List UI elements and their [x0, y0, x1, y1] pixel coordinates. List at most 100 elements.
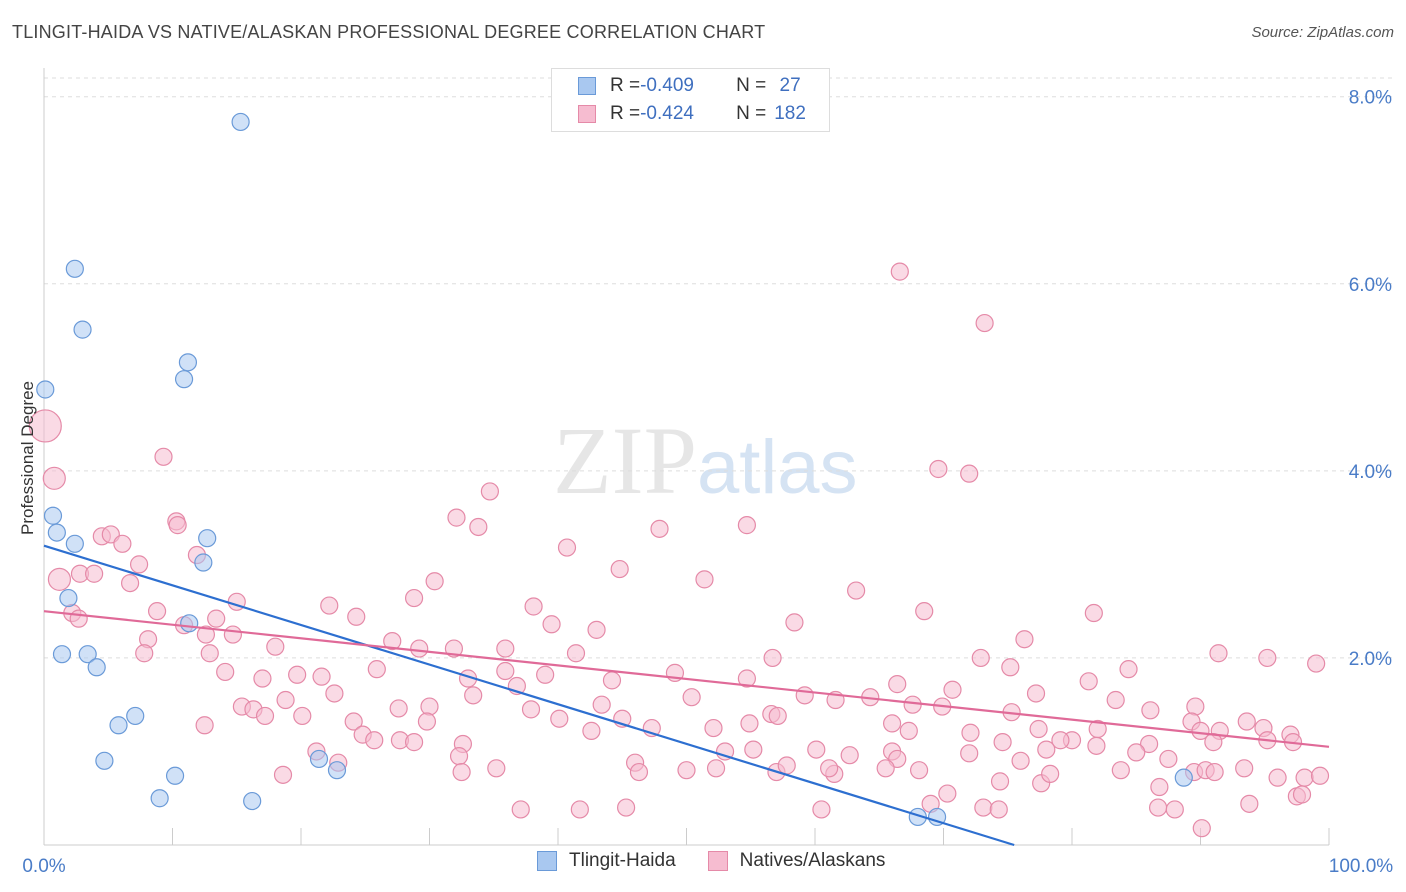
tlingit-haida-point: [198, 529, 217, 548]
legend-n-label: N =: [736, 103, 767, 124]
natives-alaskans-point: [961, 723, 980, 742]
natives-alaskans-point: [389, 699, 408, 718]
natives-alaskans-point: [715, 742, 735, 761]
natives-alaskans-point: [276, 690, 295, 710]
natives-alaskans-point: [820, 759, 839, 778]
tlingit-haida-point: [178, 353, 198, 372]
natives-alaskans-point: [882, 714, 902, 733]
tlingit-haida-point: [126, 706, 145, 726]
natives-alaskans-point: [993, 733, 1012, 752]
legend-swatch-natives-alaskans: [578, 105, 596, 123]
natives-alaskans-point: [410, 639, 429, 658]
natives-alaskans-point: [312, 667, 331, 686]
natives-alaskans-point: [740, 714, 759, 733]
bottom-legend-swatch-tlingit-haida: [537, 851, 557, 871]
natives-alaskans-point: [1186, 697, 1205, 716]
natives-alaskans-point: [737, 516, 756, 535]
natives-alaskans-point: [447, 508, 466, 527]
natives-alaskans-point: [273, 765, 293, 784]
tlingit-haida-point: [65, 534, 84, 553]
natives-alaskans-point: [444, 639, 464, 658]
natives-alaskans-point: [200, 644, 219, 663]
natives-alaskans-point: [524, 597, 543, 616]
tlingit-haida-point: [95, 751, 114, 770]
natives-alaskans-point: [1087, 736, 1106, 755]
natives-alaskans-point: [1292, 785, 1312, 804]
natives-alaskans-point: [1141, 701, 1160, 720]
tlingit-haida-point: [78, 645, 97, 664]
natives-alaskans-point: [1150, 777, 1169, 797]
tlingit-haida-point: [52, 645, 72, 664]
natives-alaskans-point: [566, 644, 586, 663]
natives-alaskans-point: [899, 721, 918, 740]
legend-swatch-tlingit-haida: [578, 77, 596, 95]
natives-alaskans-point: [915, 602, 934, 621]
natives-alaskans-point: [777, 756, 796, 775]
natives-alaskans-point: [990, 772, 1010, 791]
natives-alaskans-point: [706, 759, 726, 778]
natives-alaskans-point: [120, 573, 140, 593]
natives-alaskans-point: [1127, 743, 1146, 762]
natives-alaskans-point: [404, 588, 424, 608]
natives-alaskans-point: [325, 684, 344, 703]
bottom-legend-label-natives-alaskans: Natives/Alaskans: [739, 850, 886, 871]
legend-n-value: 27: [774, 75, 801, 96]
natives-alaskans-point: [785, 613, 804, 632]
natives-alaskans-point: [1106, 690, 1125, 710]
natives-alaskans-point: [320, 596, 339, 615]
legend-row-natives-alaskans: R = -0.424 N = 182: [552, 100, 806, 128]
legend-r-value: -0.424: [640, 103, 694, 124]
natives-alaskans-point: [42, 466, 66, 490]
legend-n-value: 182: [774, 103, 806, 124]
tlingit-haida-point: [47, 523, 66, 542]
natives-alaskans-point: [975, 313, 994, 333]
natives-alaskans-point: [452, 762, 471, 782]
natives-alaskans-point: [253, 669, 272, 688]
natives-alaskans-point: [847, 581, 866, 600]
tlingit-haida-point: [327, 761, 347, 780]
natives-alaskans-point: [28, 409, 62, 443]
natives-alaskans-point: [1295, 768, 1314, 787]
natives-alaskans-point: [496, 661, 515, 681]
natives-alaskans-point: [617, 798, 636, 817]
y-tick-label: 2.0%: [1349, 649, 1392, 670]
natives-alaskans-point: [610, 559, 629, 579]
natives-alaskans-point: [1026, 684, 1046, 703]
tlingit-haida-point: [59, 588, 78, 608]
natives-alaskans-point: [1011, 751, 1030, 770]
natives-alaskans-point: [1235, 759, 1254, 778]
bottom-legend-item-tlingit-haida: Tlingit-Haida: [537, 850, 676, 872]
natives-alaskans-point: [1084, 603, 1103, 623]
natives-alaskans-point: [1119, 660, 1138, 679]
legend-row-tlingit-haida: R = -0.409 N = 27: [552, 72, 801, 100]
bottom-legend: Tlingit-Haida Natives/Alaskans: [537, 850, 917, 872]
natives-alaskans-point: [807, 740, 826, 759]
tlingit-haida-point: [309, 749, 329, 769]
natives-alaskans-point: [550, 709, 569, 728]
x-tick-label: 100.0%: [1329, 856, 1394, 877]
natives-alaskans-point: [469, 517, 488, 537]
tlingit-haida-point: [180, 614, 199, 633]
natives-alaskans-point: [1051, 731, 1070, 750]
natives-alaskans-point: [629, 762, 649, 782]
natives-alaskans-point: [1209, 644, 1228, 663]
natives-alaskans-point: [85, 564, 104, 583]
natives-alaskans-point: [737, 669, 756, 688]
natives-alaskans-point: [425, 572, 444, 591]
chart-title: TLINGIT-HAIDA VS NATIVE/ALASKAN PROFESSI…: [12, 22, 766, 42]
natives-alaskans-point: [207, 609, 226, 628]
legend-r-value: -0.409: [640, 75, 694, 96]
natives-alaskans-point: [511, 800, 530, 819]
tlingit-haida-point: [174, 370, 194, 389]
natives-alaskans-point: [570, 800, 589, 819]
tlingit-haida-point: [1174, 768, 1193, 787]
natives-alaskans-point: [943, 680, 962, 699]
natives-alaskans-point: [763, 648, 782, 668]
natives-alaskans-point: [216, 662, 235, 682]
natives-alaskans-point: [1148, 798, 1168, 817]
natives-alaskans-point: [909, 761, 929, 780]
natives-alaskans-point: [135, 644, 154, 663]
natives-alaskans-point: [602, 671, 622, 690]
natives-alaskans-point: [383, 631, 402, 651]
